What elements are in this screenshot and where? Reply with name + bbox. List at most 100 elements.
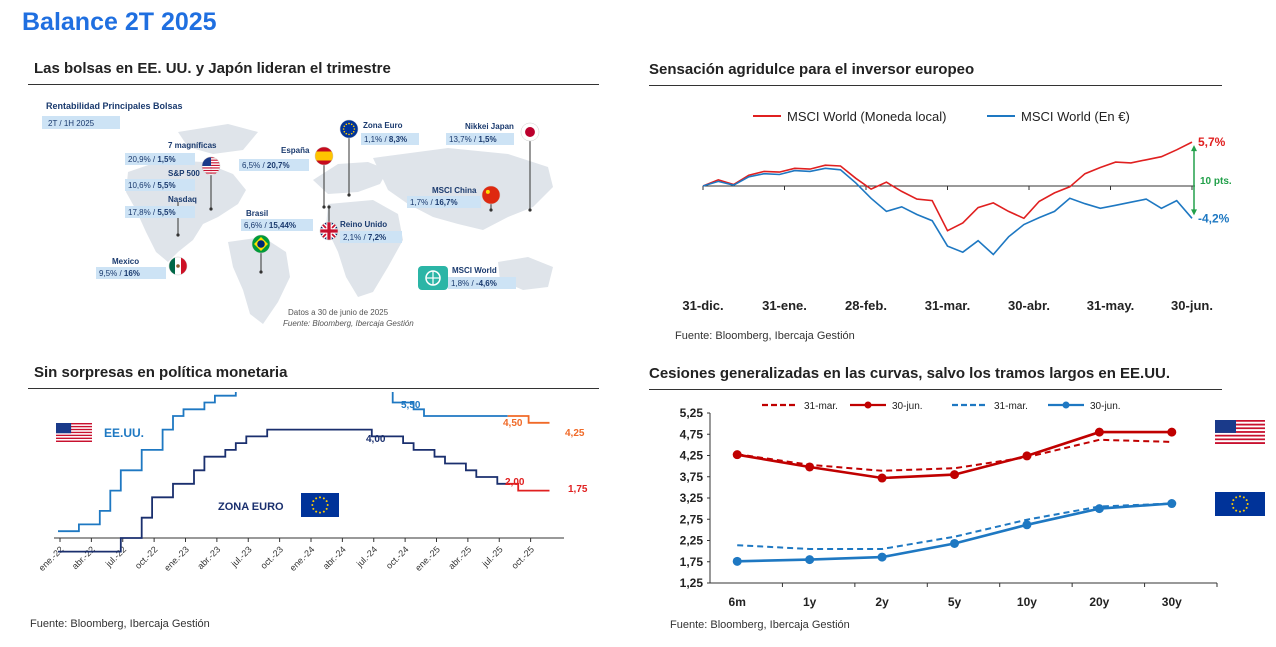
curves-point-3 <box>877 552 887 562</box>
us-flag-icon <box>202 157 220 175</box>
msci-x-tick-label: 31-may. <box>1087 298 1134 313</box>
map-market-8: MSCI China 1,7% / 16,7% <box>407 185 501 212</box>
spain-flag-icon <box>315 147 333 165</box>
flag-star <box>319 511 321 514</box>
rates-label-ez-peak: 4,00 <box>366 434 386 445</box>
map-q2-value: 2,1% / <box>343 233 368 242</box>
map-value-box <box>125 206 195 218</box>
map-market-value: 6,6% / 15,44% <box>244 221 296 230</box>
flag-stripe <box>202 168 220 170</box>
us-flag-icon <box>56 423 92 442</box>
map-period-box <box>42 116 120 129</box>
curves-point-3 <box>1167 499 1177 509</box>
curves-point-1 <box>732 450 742 460</box>
flag-star <box>353 128 356 130</box>
rates-x-tick-label: oct.-22 <box>133 544 160 571</box>
flag-star <box>319 496 321 499</box>
flag-star <box>1232 499 1235 502</box>
rates-legend-us: EE.UU. <box>56 423 144 442</box>
map-market-name: España <box>281 146 310 155</box>
brazil-flag-icon <box>252 235 270 253</box>
curves-y-tick-label: 2,75 <box>680 512 704 526</box>
rates-x-tick-label: ene.-24 <box>288 544 317 573</box>
map-h1-value: 5,5% <box>157 181 175 190</box>
rates-x-tick-label: jul.-22 <box>103 544 128 569</box>
flag-star <box>322 497 325 500</box>
flag-stripe <box>1215 442 1265 444</box>
map-market-name: Reino Unido <box>340 220 387 229</box>
msci-end-label-1: -4,2% <box>1198 211 1230 225</box>
flag-disc <box>525 127 535 137</box>
map-pin-dot <box>259 270 263 274</box>
map-q2-value: 10,6% / <box>128 181 157 190</box>
flag-emblem <box>176 264 180 268</box>
map-h1-value: 1,5% <box>478 135 496 144</box>
curves-point-1 <box>1167 427 1177 437</box>
flag-stripe <box>56 439 92 441</box>
map-value-box <box>407 196 481 208</box>
map-h1-value: 15,44% <box>269 221 296 230</box>
flag-outline <box>251 234 271 254</box>
rates-chart: ene.-22 abr.-22 jul.-22 oct.-22 ene.-23 abr.-… <box>30 392 588 630</box>
flag-star <box>322 510 325 513</box>
flag-cross <box>320 229 338 233</box>
msci-chart: MSCI World (Moneda local) MSCI World (En … <box>675 109 1232 342</box>
rates-x-tick-label: abr.-22 <box>70 544 97 571</box>
page-title: Balance 2T 2025 <box>22 8 217 36</box>
flag-stripe <box>1215 438 1265 441</box>
flag-band <box>315 151 333 161</box>
rates-x-tick-label: jul.-24 <box>354 544 379 569</box>
flag-stripe <box>56 437 92 440</box>
map-value-box <box>125 153 195 165</box>
curves-panel-divider <box>649 389 1222 390</box>
curves-point-1 <box>950 470 959 480</box>
map-q2-value: 20,9% / <box>128 155 157 164</box>
curves-point-3 <box>1022 520 1032 530</box>
flag-stripe <box>56 433 92 435</box>
flag-stripe <box>1215 420 1265 422</box>
curves-legend-label: 30-jun. <box>892 401 923 412</box>
msci-x-tick-label: 31-mar. <box>925 298 971 313</box>
curves-legend-label: 31-mar. <box>804 401 838 412</box>
map-market-value: 6,5% / 20,7% <box>242 161 290 170</box>
map-market-7: Reino Unido 2,1% / 7,2% <box>319 205 402 243</box>
map-h1-value: -4,6% <box>476 279 497 288</box>
map-market-name: Brasil <box>246 209 268 218</box>
map-panel-title: Las bolsas en EE. UU. y Japón lideran el… <box>34 60 391 77</box>
flag-stripe <box>202 171 220 173</box>
flag-band <box>181 257 187 275</box>
map-pin-dot <box>489 208 493 212</box>
flag-stripe <box>1215 423 1265 426</box>
rates-label-us-current: 4,50 <box>503 418 523 429</box>
curves-source: Fuente: Bloomberg, Ibercaja Gestión <box>670 619 850 631</box>
flag-star <box>1231 503 1234 505</box>
rates-legend-ez-label: ZONA EURO <box>218 501 284 513</box>
map-h1-value: 16,7% <box>435 198 458 207</box>
flag-star <box>343 125 346 128</box>
curves-legend-marker <box>1062 401 1070 409</box>
map-market-10: MSCI World 1,8% / -4,6% <box>418 266 516 290</box>
flag-canton <box>202 157 211 166</box>
curves-x-tick-label: 5y <box>948 595 962 609</box>
map-market-value: 10,6% / 5,5% <box>128 181 176 190</box>
flag-star <box>312 500 315 503</box>
flag-stripe <box>56 428 92 431</box>
flag-outline <box>314 146 334 166</box>
flag-band <box>169 257 175 275</box>
rates-x-tick-label: oct.-25 <box>510 544 537 571</box>
map-panel-divider <box>28 84 599 85</box>
curves-legend-label: 30-jun. <box>1090 401 1121 412</box>
msci-series-line-0 <box>702 141 1193 232</box>
map-pin-dot <box>209 207 213 211</box>
flag-star <box>352 130 355 133</box>
flag-star <box>350 132 353 135</box>
rates-label-us-peak: 5,50 <box>401 400 421 411</box>
curves-point-1 <box>1022 451 1032 461</box>
china-flag-icon <box>482 186 500 204</box>
flag-star <box>1245 506 1248 509</box>
map-value-box <box>446 133 514 145</box>
rates-x-tick-label: ene.-25 <box>413 544 442 573</box>
rates-source: Fuente: Bloomberg, Ibercaja Gestión <box>30 618 210 630</box>
curves-point-3 <box>805 555 815 565</box>
rates-x-tick-label: abr.-23 <box>195 544 222 571</box>
